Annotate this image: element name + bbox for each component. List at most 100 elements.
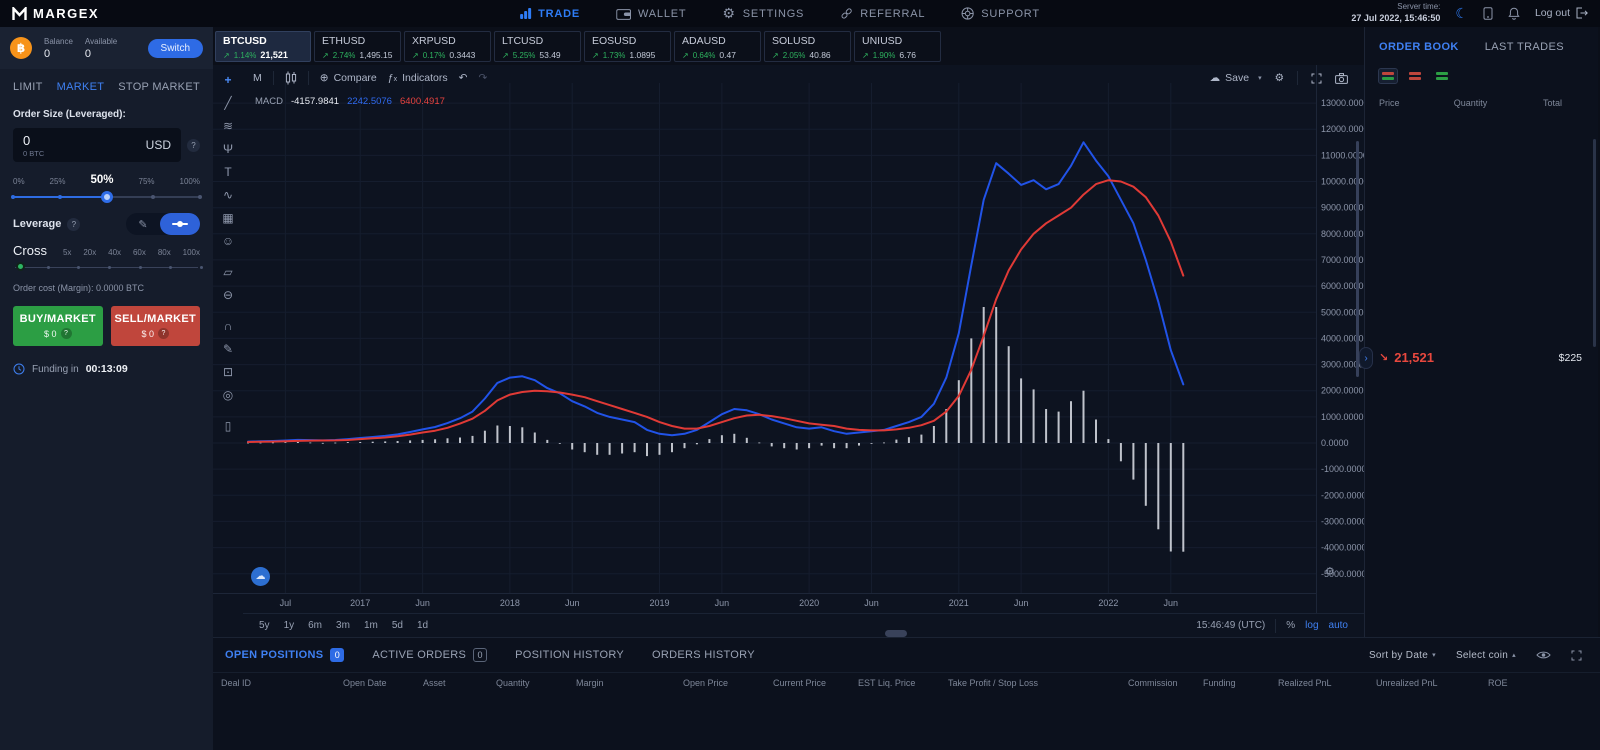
size-mark-100%[interactable]: 100% — [179, 177, 200, 186]
screenshot-camera-icon[interactable] — [1335, 72, 1348, 84]
leverage-mark-100x[interactable]: 100x — [182, 248, 200, 257]
zoom-out-tool-icon[interactable]: ⊖ — [222, 288, 234, 302]
buy-market-button[interactable]: BUY/MARKET $ 0? — [13, 306, 103, 346]
ticker-uniusd[interactable]: UNIUSD ↗ 1.90% 6.76 — [854, 30, 941, 62]
range-5d[interactable]: 5d — [391, 620, 403, 631]
chart-settings-gear-icon[interactable]: ⚙ — [1274, 72, 1284, 84]
order-tab-market[interactable]: MARKET — [56, 81, 105, 93]
notifications-bell-icon[interactable] — [1508, 7, 1520, 20]
remove-drawings-tool-icon[interactable]: ▯ — [224, 419, 232, 433]
order-size-input[interactable]: 0 0 BTC USD — [13, 128, 181, 162]
mobile-app-icon[interactable] — [1483, 7, 1493, 20]
ticker-btcusd[interactable]: BTCUSD ↗ 1.14% 21,521 — [215, 30, 311, 62]
leverage-mark-20x[interactable]: 20x — [83, 248, 97, 257]
collapse-book-chevron[interactable]: › — [1359, 347, 1373, 369]
book-mode-both-icon[interactable] — [1378, 68, 1398, 84]
forecast-tool-icon[interactable]: ▦ — [222, 211, 234, 225]
xabcd-pattern-tool-icon[interactable]: ∿ — [222, 188, 234, 202]
sell-market-button[interactable]: SELL/MARKET $ 0? — [110, 306, 200, 346]
hide-drawings-tool-icon[interactable]: ◎ — [222, 388, 234, 402]
nav-item-referral[interactable]: REFERRAL — [840, 7, 925, 20]
log-scale-button[interactable]: log — [1305, 620, 1319, 631]
chart-horizontal-scrollbar[interactable] — [885, 630, 907, 637]
leverage-mark-80x[interactable]: 80x — [157, 248, 171, 257]
fullscreen-icon[interactable] — [1311, 73, 1322, 84]
measure-tool-icon[interactable]: ▱ — [223, 265, 233, 279]
pitchfork-tool-icon[interactable]: Ψ — [222, 142, 234, 156]
redo-button[interactable]: ↷ — [478, 72, 488, 84]
range-1y[interactable]: 1y — [283, 620, 295, 631]
lock-drawings-tool-icon[interactable]: ⊡ — [222, 365, 234, 379]
timeframe-button[interactable]: M — [253, 72, 262, 84]
size-mark-25%[interactable]: 25% — [49, 177, 66, 186]
order-size-help-icon[interactable]: ? — [187, 138, 200, 152]
leverage-slider-mode-button[interactable] — [160, 213, 200, 235]
size-mark-75%[interactable]: 75% — [138, 177, 155, 186]
switch-button[interactable]: Switch — [147, 38, 203, 58]
book-mode-asks-icon[interactable] — [1406, 69, 1424, 83]
range-1d[interactable]: 1d — [416, 620, 429, 631]
nav-item-trade[interactable]: TRADE — [520, 8, 580, 20]
size-mark-0%[interactable]: 0% — [13, 177, 25, 186]
tab-order-book[interactable]: ORDER BOOK — [1379, 41, 1459, 53]
sort-by-dropdown[interactable]: Sort by Date ▾ — [1368, 649, 1436, 661]
macd-chart-plot[interactable]: 13000.0000 12000.0000 11000.0000 10000.0000… — [213, 65, 1364, 613]
size-slider[interactable] — [11, 190, 202, 203]
ticker-eosusd[interactable]: EOSUSD ↗ 1.73% 1.0895 — [584, 30, 671, 62]
last-price-row[interactable]: ↘ 21,521 $225 — [1379, 350, 1582, 365]
leverage-edit-pencil-icon[interactable]: ✎ — [138, 218, 148, 231]
margin-mode-label[interactable]: Cross — [13, 243, 47, 258]
expand-panel-icon[interactable] — [1571, 650, 1582, 661]
toggle-visibility-eye-icon[interactable] — [1536, 650, 1551, 660]
dark-mode-moon-icon[interactable]: ☾ — [1455, 5, 1468, 22]
indicators-button[interactable]: ƒx Indicators — [387, 72, 448, 84]
nav-item-wallet[interactable]: WALLET — [616, 8, 686, 20]
leverage-mark-60x[interactable]: 60x — [132, 248, 146, 257]
emoji-tool-icon[interactable]: ☺ — [221, 234, 235, 248]
compare-button[interactable]: ⊕ Compare — [319, 72, 377, 84]
leverage-help-icon[interactable]: ? — [67, 217, 81, 231]
auto-scale-button[interactable]: auto — [1328, 620, 1348, 631]
range-1m[interactable]: 1m — [363, 620, 378, 631]
leverage-slider[interactable] — [13, 260, 203, 273]
leverage-mark-40x[interactable]: 40x — [108, 248, 122, 257]
range-3m[interactable]: 3m — [336, 620, 350, 631]
ticker-ltcusd[interactable]: LTCUSD ↗ 5.25% 53.49 — [494, 30, 581, 62]
select-coin-dropdown[interactable]: Select coin ▴ — [1455, 649, 1516, 661]
positions-tab-open-positions[interactable]: OPEN POSITIONS 0 — [225, 648, 345, 662]
ticker-adausd[interactable]: ADAUSD ↗ 0.64% 0.47 — [674, 30, 761, 62]
drawing-mode-tool-icon[interactable]: ✎ — [222, 342, 234, 356]
order-tab-limit[interactable]: LIMIT — [13, 81, 43, 93]
order-book-scrollbar[interactable] — [1593, 139, 1596, 347]
positions-tab-active-orders[interactable]: ACTIVE ORDERS 0 — [372, 648, 488, 662]
crosshair-tool-icon[interactable]: + — [224, 73, 232, 87]
ticker-solusd[interactable]: SOLUSD ↗ 2.05% 40.86 — [764, 30, 851, 62]
ticker-xrpusd[interactable]: XRPUSD ↗ 0.17% 0.3443 — [404, 30, 491, 62]
chart-style-button[interactable] — [285, 71, 297, 85]
percent-scale-button[interactable]: % — [1286, 620, 1296, 631]
gann-fib-tool-icon[interactable]: ≋ — [222, 119, 234, 133]
order-tab-stop-market[interactable]: STOP MARKET — [118, 81, 200, 93]
logout-button[interactable]: Log out — [1535, 7, 1588, 19]
nav-item-support[interactable]: SUPPORT — [961, 7, 1040, 20]
ticker-ethusd[interactable]: ETHUSD ↗ 2.74% 1,495.15 — [314, 30, 401, 62]
price-axis-scrollbar[interactable] — [1356, 141, 1359, 377]
nav-item-settings[interactable]: ⚙ SETTINGS — [722, 6, 804, 21]
margex-logo[interactable]: MARGEX — [12, 6, 99, 21]
positions-tab-position-history[interactable]: POSITION HISTORY — [515, 649, 624, 661]
range-6m[interactable]: 6m — [308, 620, 323, 631]
tab-last-trades[interactable]: LAST TRADES — [1484, 41, 1564, 53]
size-slider-thumb[interactable] — [100, 191, 113, 203]
trend-line-tool-icon[interactable]: ╱ — [224, 96, 232, 110]
leverage-mark-5x[interactable]: 5x — [62, 248, 72, 257]
range-5y[interactable]: 5y — [259, 620, 270, 631]
text-tool-icon[interactable]: T — [224, 165, 232, 179]
book-mode-bids-icon[interactable] — [1433, 69, 1451, 83]
size-mark-50%[interactable]: 50% — [90, 174, 114, 186]
axis-settings-gear-icon[interactable]: ⚙ — [1325, 566, 1335, 578]
leverage-slider-thumb[interactable] — [16, 262, 25, 271]
undo-button[interactable]: ↶ — [458, 72, 468, 84]
save-layout-button[interactable]: ☁ Save ▾ — [1209, 72, 1262, 84]
positions-tab-orders-history[interactable]: ORDERS HISTORY — [652, 649, 755, 661]
magnet-tool-icon[interactable]: ∩ — [223, 319, 233, 333]
